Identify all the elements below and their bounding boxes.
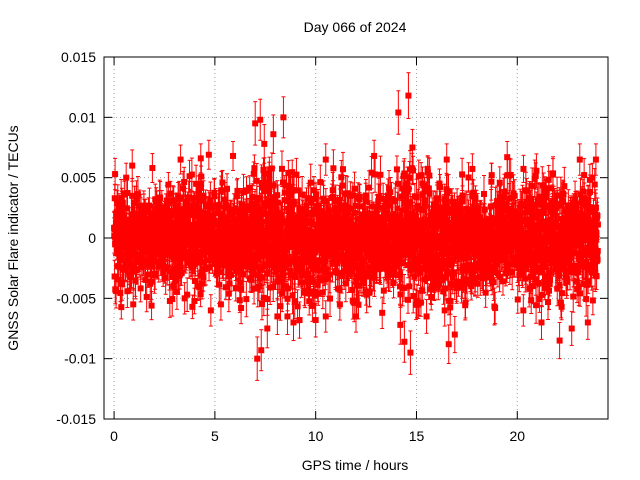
data-marker: [119, 281, 126, 288]
data-marker: [167, 190, 174, 197]
data-marker: [111, 273, 118, 280]
data-marker: [189, 207, 196, 214]
data-marker: [118, 203, 125, 210]
data-marker: [185, 211, 192, 218]
data-marker: [124, 288, 131, 295]
data-marker: [155, 263, 162, 270]
data-marker: [119, 241, 126, 248]
data-marker: [144, 230, 151, 237]
data-marker: [130, 268, 137, 275]
data-marker: [169, 273, 176, 280]
data-marker: [174, 223, 181, 230]
data-marker: [169, 296, 176, 303]
data-marker: [178, 269, 185, 276]
data-marker: [111, 195, 118, 202]
data-marker: [131, 199, 138, 206]
data-marker: [166, 217, 173, 224]
data-marker: [188, 171, 195, 178]
data-marker: [165, 181, 172, 188]
data-marker: [171, 268, 178, 275]
data-marker: [136, 256, 143, 263]
data-marker: [158, 249, 165, 256]
data-marker: [148, 278, 155, 285]
data-marker: [118, 195, 125, 202]
data-marker: [180, 185, 187, 192]
plot-data: [111, 72, 601, 381]
data-marker: [140, 256, 147, 263]
data-marker: [160, 269, 167, 276]
data-marker: [179, 230, 186, 237]
data-marker: [142, 276, 149, 283]
data-marker: [157, 195, 164, 202]
data-marker: [118, 304, 125, 311]
data-marker: [134, 191, 141, 198]
data-point: [148, 291, 155, 321]
data-marker: [153, 238, 160, 245]
data-marker: [149, 216, 156, 223]
data-marker: [129, 192, 136, 199]
data-marker: [173, 203, 180, 210]
data-marker: [115, 276, 122, 283]
data-marker: [243, 296, 250, 303]
data-marker: [146, 202, 153, 209]
data-marker: [182, 254, 189, 261]
data-marker: [127, 273, 134, 280]
data-marker: [189, 303, 196, 310]
data-marker: [191, 204, 198, 211]
data-marker: [158, 204, 165, 211]
data-marker: [141, 262, 148, 269]
data-marker: [187, 203, 194, 210]
data-marker: [234, 187, 241, 194]
data-marker: [124, 190, 131, 197]
data-marker: [193, 180, 200, 187]
data-marker: [148, 302, 155, 309]
data-marker: [184, 291, 191, 298]
data-marker: [191, 298, 198, 305]
data-marker: [143, 293, 150, 300]
data-marker: [123, 205, 130, 212]
data-marker: [183, 205, 190, 212]
data-marker: [122, 241, 129, 248]
data-marker: [133, 259, 140, 266]
data-marker: [164, 242, 171, 249]
data-marker: [144, 257, 151, 264]
data-marker: [218, 187, 225, 194]
data-marker: [270, 182, 277, 189]
data-marker: [163, 197, 170, 204]
data-marker: [170, 198, 177, 205]
data-marker: [166, 268, 173, 275]
data-marker: [173, 288, 180, 295]
data-marker: [172, 277, 179, 284]
data-marker: [152, 270, 159, 277]
data-marker: [198, 173, 205, 180]
data-marker: [162, 274, 169, 281]
data-marker: [264, 296, 271, 303]
data-marker: [177, 194, 184, 201]
data-marker: [128, 211, 135, 218]
data-marker: [144, 271, 151, 278]
data-marker: [189, 263, 196, 270]
data-marker: [177, 212, 184, 219]
data-marker: [250, 170, 257, 177]
data-marker: [114, 263, 121, 270]
data-marker: [116, 257, 123, 264]
data-marker: [185, 194, 192, 201]
data-marker: [237, 285, 244, 292]
data-marker: [186, 233, 193, 240]
data-marker: [126, 251, 133, 258]
data-marker: [164, 264, 171, 271]
data-marker: [114, 227, 121, 234]
data-marker: [137, 285, 144, 292]
data-marker: [181, 178, 188, 185]
data-point: [188, 157, 195, 192]
data-marker: [121, 191, 128, 198]
data-marker: [144, 225, 151, 232]
data-marker: [175, 255, 182, 262]
chart-title: Day 066 of 2024: [304, 19, 407, 35]
data-marker: [154, 209, 161, 216]
data-marker: [188, 195, 195, 202]
data-marker: [191, 277, 198, 284]
data-marker: [274, 192, 281, 199]
